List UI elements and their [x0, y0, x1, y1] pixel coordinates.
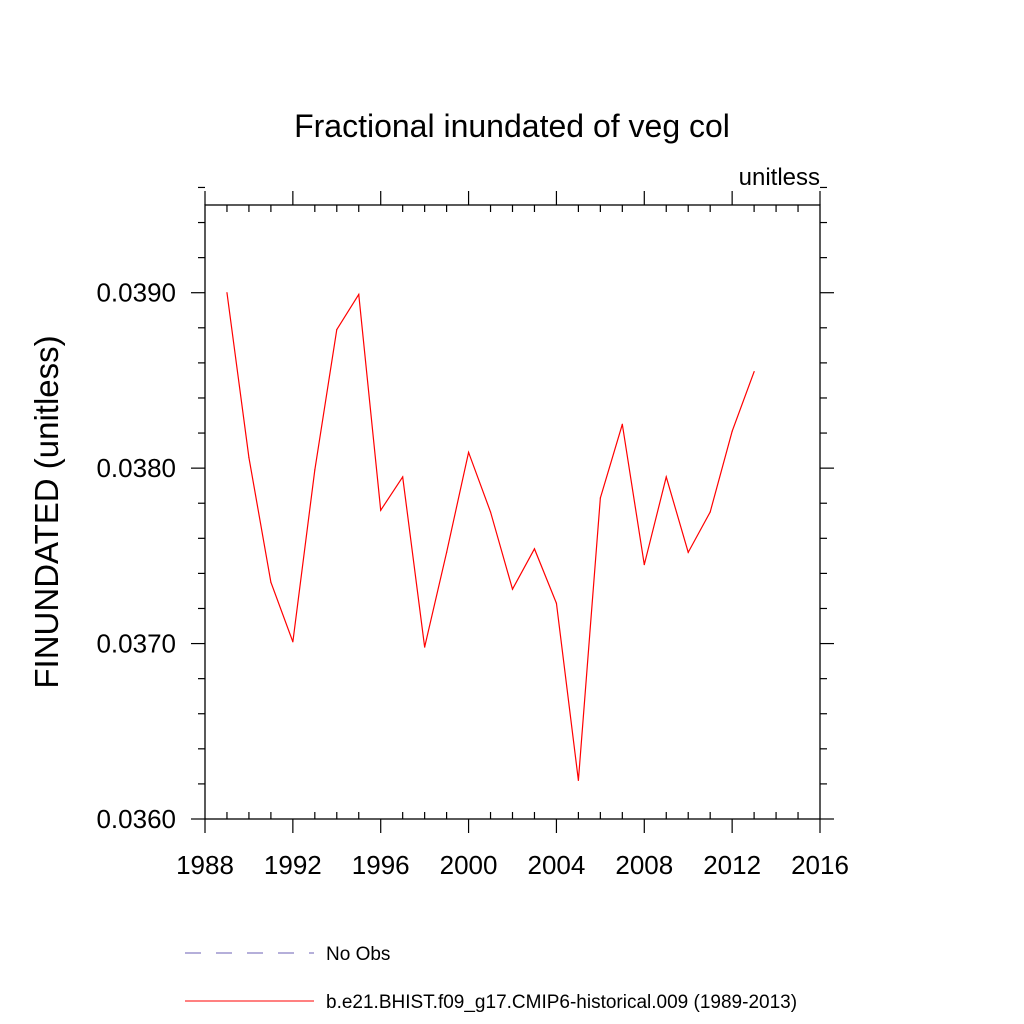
- data-point: [621, 423, 623, 425]
- data-point: [380, 509, 382, 511]
- data-point: [402, 476, 404, 478]
- data-point: [270, 581, 272, 583]
- data-point: [314, 469, 316, 471]
- x-tick-label: 1996: [352, 850, 410, 880]
- y-tick-label: 0.0390: [96, 278, 176, 308]
- data-point: [336, 328, 338, 331]
- data-point: [446, 551, 448, 553]
- data-point: [489, 511, 492, 513]
- data-point: [555, 602, 558, 604]
- data-point: [709, 511, 711, 513]
- data-point: [533, 548, 536, 550]
- data-point: [467, 451, 470, 453]
- data-point: [292, 641, 294, 643]
- legend-label-model: b.e21.BHIST.f09_g17.CMIP6-historical.009…: [326, 992, 797, 1013]
- x-tick-label: 2016: [791, 850, 849, 880]
- data-point: [665, 476, 667, 478]
- axis-ticks: [191, 186, 834, 833]
- axis-tick-labels: 1988 1992 1996 2000 2004 2008 2012 2016 0.0360 0.…: [96, 278, 848, 880]
- y-tick-label: 0.0360: [96, 804, 176, 834]
- series-line: [226, 292, 755, 781]
- data-point: [226, 292, 228, 294]
- x-tick-label: 2012: [703, 850, 761, 880]
- data-point: [731, 430, 733, 432]
- series-layer: [226, 292, 755, 782]
- x-tick-label: 2004: [528, 850, 586, 880]
- chart-title: Fractional inundated of veg col: [294, 108, 730, 144]
- units-label: unitless: [739, 164, 820, 191]
- data-point: [248, 457, 250, 459]
- data-point: [753, 371, 755, 373]
- y-axis-label: FINUNDATED (unitless): [28, 335, 65, 688]
- data-point: [358, 293, 360, 296]
- x-tick-label: 1988: [176, 850, 234, 880]
- data-point: [424, 646, 426, 648]
- legend: No Obs b.e21.BHIST.f09_g17.CMIP6-histori…: [185, 944, 797, 1013]
- x-tick-label: 1992: [264, 850, 322, 880]
- plot-frame: [204, 204, 821, 820]
- data-point: [577, 779, 579, 782]
- y-tick-label: 0.0380: [96, 453, 176, 483]
- x-tick-label: 2008: [615, 850, 673, 880]
- data-point: [599, 497, 601, 499]
- data-point: [687, 551, 689, 553]
- data-point: [511, 588, 514, 590]
- legend-label-no-obs: No Obs: [326, 944, 390, 965]
- data-point: [643, 564, 645, 566]
- y-tick-label: 0.0370: [96, 629, 176, 659]
- x-tick-label: 2000: [440, 850, 498, 880]
